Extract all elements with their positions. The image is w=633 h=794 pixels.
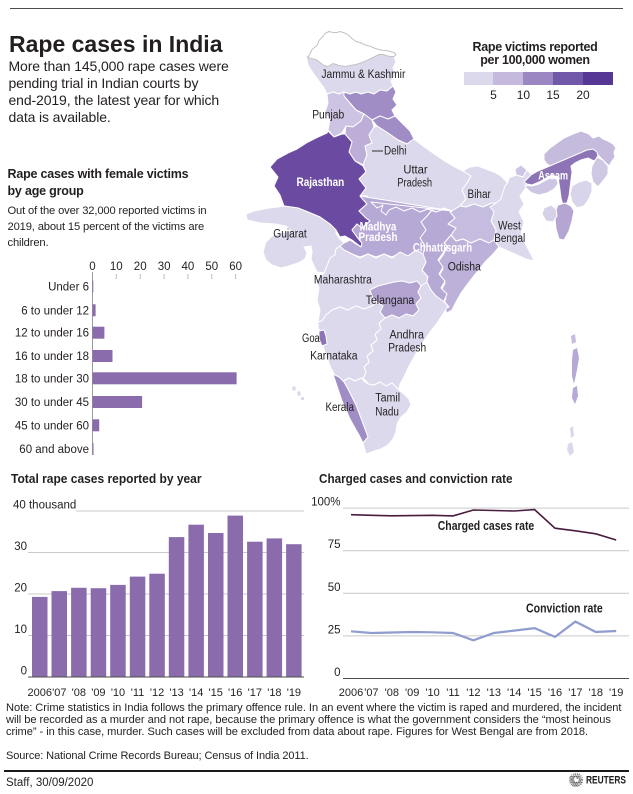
svg-text:Madhya: Madhya [360,220,397,234]
svg-text:'15: '15 [527,687,541,699]
svg-text:60: 60 [229,261,242,273]
svg-text:'16: '16 [228,687,242,699]
svg-text:'08: '08 [385,687,399,699]
svg-text:Punjab: Punjab [312,110,344,122]
svg-text:100%: 100% [311,497,340,509]
svg-text:Bengal: Bengal [494,233,525,245]
svg-text:Goa: Goa [302,333,320,345]
svg-text:30: 30 [14,541,27,553]
svg-text:10: 10 [110,261,123,273]
svg-text:'08: '08 [72,687,86,699]
svg-text:REUTERS: REUTERS [586,774,626,786]
svg-text:Karnataka: Karnataka [310,351,358,363]
svg-text:Assam: Assam [538,168,568,182]
svg-text:16 to under 18: 16 to under 18 [15,351,89,363]
svg-text:Gujarat: Gujarat [273,229,307,241]
svg-text:'12: '12 [150,687,164,699]
svg-text:Conviction rate: Conviction rate [526,602,603,616]
svg-text:75: 75 [328,539,341,551]
svg-text:'19: '19 [287,687,301,699]
svg-text:'14: '14 [189,687,203,699]
svg-text:Pradesh: Pradesh [397,177,432,189]
svg-text:20: 20 [134,261,147,273]
svg-text:'14: '14 [507,687,521,699]
svg-text:Under 6: Under 6 [48,282,89,294]
svg-text:'10: '10 [425,687,439,699]
svg-text:'17: '17 [248,687,262,699]
svg-text:'07: '07 [52,687,66,699]
svg-text:'13: '13 [487,687,501,699]
svg-text:2006: 2006 [28,687,52,699]
svg-text:6 to under 12: 6 to under 12 [21,305,89,317]
svg-text:50: 50 [205,261,218,273]
svg-text:2006: 2006 [339,687,363,699]
svg-text:'18: '18 [267,687,281,699]
svg-text:Pradesh: Pradesh [359,230,398,244]
svg-text:40: 40 [182,261,195,273]
svg-text:West: West [498,221,521,233]
svg-text:'09: '09 [91,687,105,699]
svg-text:60 and above: 60 and above [19,444,89,456]
svg-text:'15: '15 [209,687,223,699]
svg-text:'12: '12 [466,687,480,699]
svg-text:Chhattisgarh: Chhattisgarh [413,241,472,255]
svg-text:Maharashtra: Maharashtra [314,275,373,287]
svg-text:Uttar: Uttar [403,165,427,177]
svg-text:Nadu: Nadu [375,407,399,419]
svg-text:25: 25 [328,624,341,636]
svg-text:Rajasthan: Rajasthan [297,175,345,189]
svg-text:Charged cases rate: Charged cases rate [438,519,535,533]
svg-text:0: 0 [334,667,340,679]
svg-text:0: 0 [21,666,27,678]
svg-text:30 to under 45: 30 to under 45 [15,397,89,409]
svg-text:Odisha: Odisha [448,262,482,274]
svg-text:'11: '11 [131,687,145,699]
svg-text:'18: '18 [589,687,603,699]
svg-text:'16: '16 [548,687,562,699]
svg-text:Delhi: Delhi [384,146,407,158]
svg-text:20: 20 [14,583,27,595]
svg-text:Pradesh: Pradesh [388,343,426,355]
svg-text:Bihar: Bihar [468,189,491,201]
svg-text:Jammu & Kashmir: Jammu & Kashmir [321,69,405,81]
svg-text:Tamil: Tamil [375,393,400,405]
svg-text:Telangana: Telangana [366,295,415,307]
svg-text:'09: '09 [405,687,419,699]
svg-text:30: 30 [158,261,171,273]
svg-text:'11: '11 [446,687,460,699]
svg-text:'13: '13 [169,687,183,699]
svg-text:45 to under 60: 45 to under 60 [15,420,89,432]
svg-text:0: 0 [89,261,95,273]
svg-text:'07: '07 [364,687,378,699]
svg-text:'17: '17 [568,687,582,699]
svg-text:'10: '10 [111,687,125,699]
svg-text:40 thousand: 40 thousand [13,500,76,512]
svg-text:10: 10 [14,624,27,636]
svg-text:Kerala: Kerala [325,402,354,414]
svg-text:18 to under 30: 18 to under 30 [15,373,89,385]
svg-text:Andhra: Andhra [390,330,425,342]
svg-text:'19: '19 [609,687,623,699]
svg-text:12 to under 16: 12 to under 16 [15,328,89,340]
svg-text:50: 50 [328,582,341,594]
